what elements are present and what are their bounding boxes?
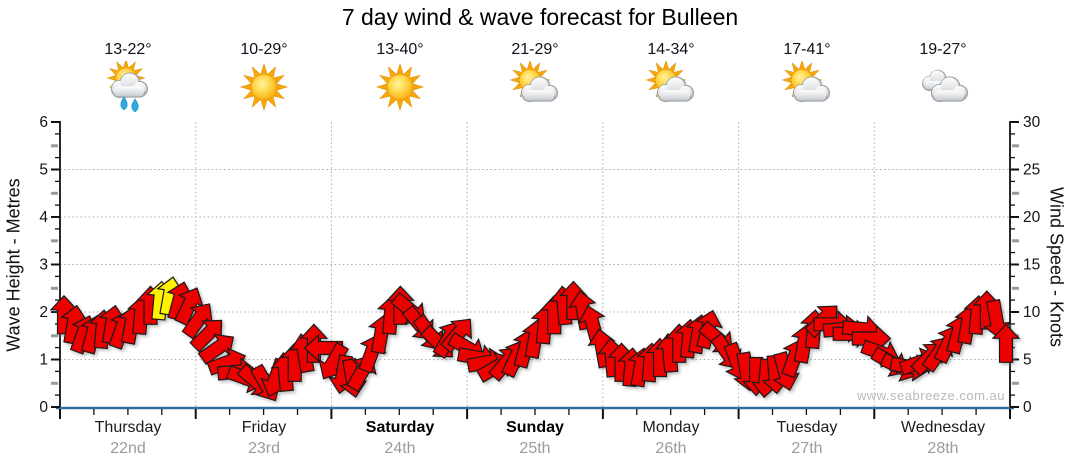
- day-date: 26th: [655, 440, 687, 457]
- weather-icon-cloudy: [911, 61, 975, 113]
- forecast-head-monday: 14-34°: [603, 40, 739, 113]
- svg-text:0: 0: [39, 399, 48, 416]
- svg-text:6: 6: [39, 114, 48, 131]
- forecast-head-sunday: 21-29°: [467, 40, 603, 113]
- svg-text:20: 20: [1023, 209, 1041, 226]
- day-date: 24th: [384, 440, 416, 457]
- x-label-monday: Monday 26th: [601, 417, 741, 459]
- temp-range: 17-41°: [783, 41, 831, 58]
- svg-text:3: 3: [39, 257, 48, 274]
- x-label-friday: Friday 23rd: [194, 417, 334, 459]
- forecast-head-thursday: 13-22°: [60, 40, 196, 113]
- day-date: 23rd: [247, 440, 281, 457]
- day-date: 28th: [927, 440, 959, 457]
- right-axis-title: Wind Speed - Knots: [1046, 186, 1067, 348]
- svg-text:0: 0: [1023, 399, 1032, 416]
- day-name: Thursday: [94, 419, 162, 436]
- x-label-tuesday: Tuesday 27th: [737, 417, 877, 459]
- svg-text:10: 10: [1023, 304, 1041, 321]
- day-name: Monday: [642, 419, 700, 436]
- temp-range: 13-22°: [104, 41, 152, 58]
- x-label-saturday: Saturday 24th: [330, 417, 470, 459]
- weather-icon-sunny: [368, 61, 432, 113]
- day-date: 27th: [791, 440, 823, 457]
- forecast-head-wednesday: 19-27°: [875, 40, 1011, 113]
- x-label-wednesday: Wednesday 28th: [873, 417, 1013, 459]
- svg-text:5: 5: [1023, 352, 1032, 369]
- forecast-head-friday: 10-29°: [196, 40, 332, 113]
- forecast-head-tuesday: 17-41°: [739, 40, 875, 113]
- weather-icon-showers: [96, 58, 160, 113]
- temp-range: 14-34°: [647, 41, 695, 58]
- chart-title: 7 day wind & wave forecast for Bulleen: [341, 4, 739, 30]
- temp-range: 21-29°: [511, 41, 559, 58]
- svg-text:25: 25: [1023, 162, 1040, 179]
- svg-text:5: 5: [39, 162, 48, 179]
- day-name: Wednesday: [900, 419, 986, 436]
- svg-text:4: 4: [39, 209, 48, 226]
- weather-icon-partly-cloudy: [503, 59, 567, 113]
- temp-range: 19-27°: [919, 41, 967, 58]
- weather-icon-sunny: [232, 61, 296, 113]
- forecast-head-saturday: 13-40°: [332, 40, 468, 113]
- svg-text:30: 30: [1023, 114, 1041, 131]
- svg-text:15: 15: [1023, 257, 1040, 274]
- seabreeze-watermark: www.seabreeze.com.au: [856, 388, 1005, 403]
- day-name: Tuesday: [776, 419, 838, 436]
- day-date: 22nd: [110, 440, 146, 457]
- left-axis-title: Wave Height - Metres: [3, 178, 24, 352]
- temp-range: 10-29°: [240, 41, 288, 58]
- weather-icon-partly-cloudy: [639, 59, 703, 113]
- temp-range: 13-40°: [376, 41, 424, 58]
- svg-text:2: 2: [39, 304, 48, 321]
- svg-text:1: 1: [39, 352, 48, 369]
- weather-icon-partly-cloudy: [775, 59, 839, 113]
- day-name: Sunday: [506, 419, 564, 436]
- day-name: Friday: [241, 419, 287, 436]
- x-label-thursday: Thursday 22nd: [58, 417, 198, 459]
- day-date: 25th: [519, 440, 551, 457]
- x-label-sunday: Sunday 25th: [465, 417, 605, 459]
- day-name: Saturday: [365, 419, 435, 436]
